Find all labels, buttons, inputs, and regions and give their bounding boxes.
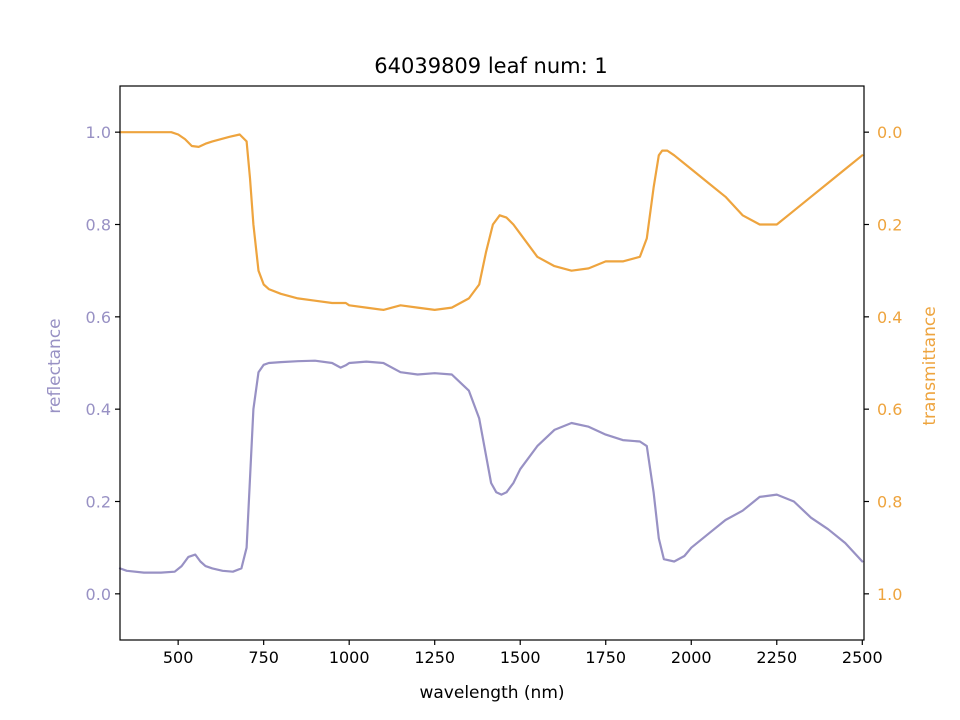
x-tick-label: 1250: [414, 648, 455, 667]
x-tick-label: 2250: [756, 648, 797, 667]
left-tick-label: 1.0: [86, 123, 111, 142]
left-tick-label: 0.8: [86, 216, 111, 235]
chart-title: 64039809 leaf num: 1: [374, 54, 607, 78]
left-y-axis-label: reflectance: [45, 318, 65, 413]
plot-frame: [119, 85, 865, 641]
x-axis: 500 750 1000 1250 1500 1750 2000 2250 2500: [163, 640, 883, 667]
right-tick-label: 0.8: [877, 493, 902, 512]
left-y-axis: 0.0 0.2 0.4 0.6 0.8 1.0: [86, 123, 120, 604]
left-tick-label: 0.6: [86, 308, 111, 327]
x-tick-label: 750: [248, 648, 279, 667]
series-line-reflectance: [118, 359, 864, 574]
x-tick-label: 2500: [842, 648, 883, 667]
left-tick-label: 0.0: [86, 585, 111, 604]
left-tick-label: 0.2: [86, 493, 111, 512]
x-tick-label: 500: [163, 648, 194, 667]
right-tick-label: 0.2: [877, 216, 902, 235]
right-tick-label: 0.4: [877, 308, 902, 327]
x-tick-label: 1000: [329, 648, 370, 667]
series-line-transmittance: [118, 131, 864, 311]
x-tick-label: 1750: [585, 648, 626, 667]
series-layer: [118, 131, 864, 574]
right-y-axis: 0.0 0.2 0.4 0.6 0.8 1.0: [864, 123, 902, 604]
right-tick-label: 0.0: [877, 123, 902, 142]
right-tick-label: 1.0: [877, 585, 902, 604]
x-axis-label: wavelength (nm): [419, 683, 564, 703]
right-y-axis-label: transmittance: [920, 306, 940, 425]
x-tick-label: 2000: [671, 648, 712, 667]
right-tick-label: 0.6: [877, 400, 902, 419]
left-tick-label: 0.4: [86, 400, 111, 419]
x-tick-label: 1500: [500, 648, 541, 667]
